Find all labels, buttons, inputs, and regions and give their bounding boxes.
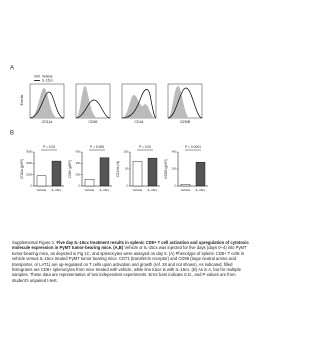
p-value: P < 0.0001 [185, 145, 201, 149]
bar [180, 184, 191, 187]
x-tick-label: Vehicle [181, 188, 191, 192]
x-tick-label: IL-15cx [100, 188, 110, 192]
caption-body: Vehicle or IL-15cx was injected for five… [12, 245, 247, 283]
legend-label: IL-15cx [42, 78, 53, 82]
panel-label: A [10, 66, 14, 72]
y-tick-label: 1000 [26, 172, 32, 176]
x-tick-label: IL-15cx [52, 188, 62, 192]
figure: A Events Vehicle IL-15cx CD11a CD69 CD44… [10, 66, 208, 192]
marker-label: GZMB [180, 120, 191, 124]
y-axis-label: CD69 (gMFI) [68, 160, 72, 178]
y-axis-label: CD11a (gMFI) [20, 159, 24, 179]
caption: Supplemental Figure 1: Five day IL-15cx … [12, 240, 252, 283]
y-axis-label: GZMB (gMFI) [164, 159, 168, 178]
legend-label: Vehicle [42, 74, 53, 78]
y-tick-label: 600 [76, 150, 81, 154]
y-axis-label: CD44hi (%) [116, 161, 120, 177]
histograms [29, 83, 203, 119]
legend-swatch [34, 75, 40, 78]
bar [99, 157, 110, 187]
y-tick-label: 400 [76, 161, 81, 165]
p-value: P = 0.005 [90, 145, 104, 149]
bar [36, 175, 47, 187]
y-tick-label: 2000 [26, 161, 32, 165]
x-tick-label: IL-15cx [196, 188, 206, 192]
bar [84, 178, 95, 187]
bar [132, 161, 143, 187]
x-tick-label: Vehicle [37, 188, 47, 192]
y-tick-label: 0 [175, 184, 177, 188]
y-tick-label: 0 [127, 184, 129, 188]
marker-label: CD11a [42, 120, 53, 124]
y-tick-label: 0 [31, 184, 33, 188]
y-tick-label: 200 [76, 172, 81, 176]
x-tick-label: Vehicle [85, 188, 95, 192]
x-tick-label: IL-15cx [148, 188, 158, 192]
caption-label: Supplemental Figure 1: [12, 240, 56, 245]
y-tick-label: 200 [172, 167, 177, 171]
panel-label: B [10, 131, 14, 137]
axis-label: Events [20, 94, 24, 105]
x-tick-label: Vehicle [133, 188, 143, 192]
bar [195, 161, 206, 187]
y-tick-label: 0 [79, 184, 81, 188]
page: A Events Vehicle IL-15cx CD11a CD69 CD44… [10, 65, 252, 283]
bar [147, 157, 158, 187]
y-tick-label: 400 [172, 150, 177, 154]
marker-label: CD69 [89, 120, 98, 124]
caption-heading: Five day IL-15cx treatment results in sp… [12, 240, 249, 251]
y-tick-label: 50 [125, 167, 128, 171]
p-value: P = 0.02 [139, 145, 151, 149]
p-value: P = 0.03 [43, 145, 55, 149]
y-tick-label: 100 [124, 150, 129, 154]
marker-label: CD44 [135, 120, 144, 124]
bar [51, 160, 62, 187]
y-tick-label: 3000 [26, 150, 32, 154]
